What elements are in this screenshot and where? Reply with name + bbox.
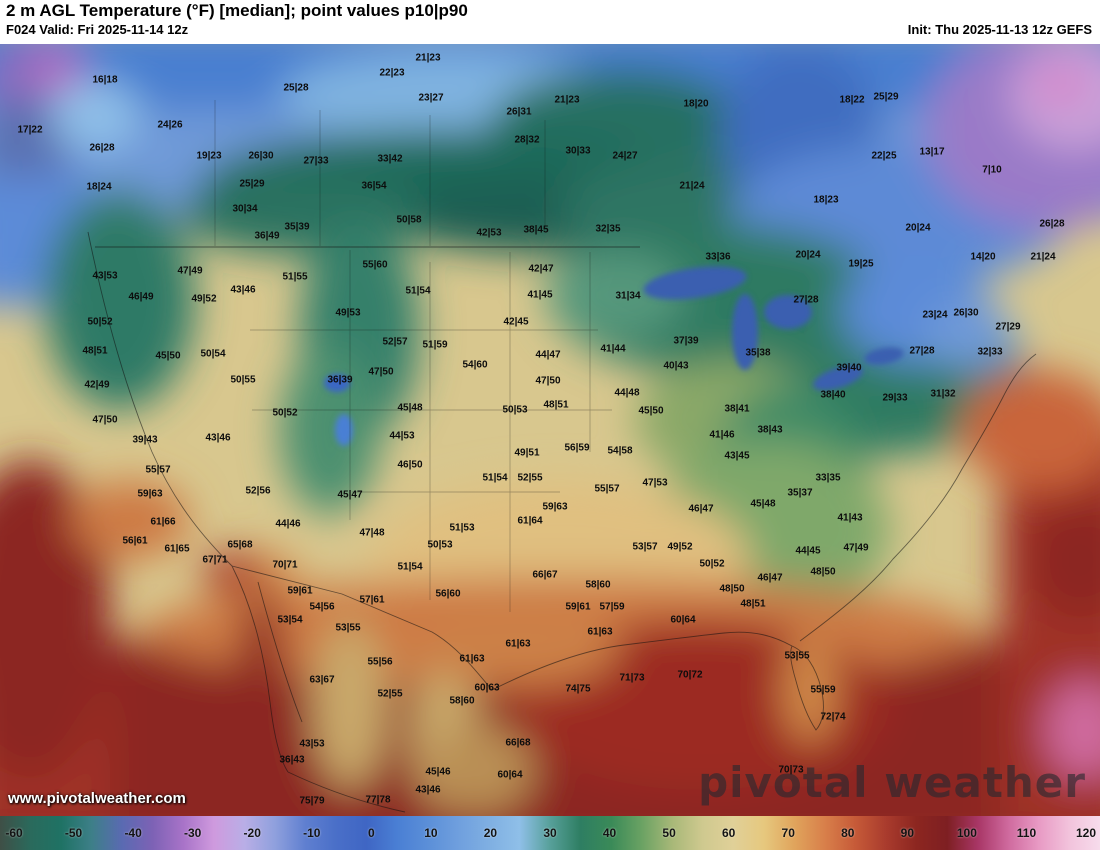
colorbar-tick-label: 120 bbox=[1075, 826, 1097, 840]
colorbar-tick-label: 0 bbox=[367, 826, 375, 840]
colorbar-ticks: -60 -50 -40 -30 -20 -10 0 10 20 30 40 50 60 70 80 90 100… bbox=[0, 816, 1100, 850]
lakes bbox=[324, 266, 904, 446]
colorbar-tick-label: -20 bbox=[243, 826, 261, 840]
temperature-shading bbox=[0, 20, 1100, 850]
title-bar: 2 m AGL Temperature (°F) [median]; point… bbox=[0, 0, 1100, 44]
colorbar-tick-label: -50 bbox=[64, 826, 83, 840]
colorbar-tick-label: 80 bbox=[841, 826, 855, 840]
brand-watermark: pivotal weather bbox=[698, 758, 1086, 807]
init-time-label: Init: Thu 2025-11-13 12z GEFS bbox=[907, 22, 1092, 37]
colorbar-tick-label: 90 bbox=[900, 826, 915, 840]
colorbar-tick-label: -60 bbox=[5, 826, 23, 840]
colorbar-tick-label: 20 bbox=[483, 826, 498, 840]
map-title: 2 m AGL Temperature (°F) [median]; point… bbox=[6, 1, 468, 20]
colorbar-tick-label: 30 bbox=[543, 826, 557, 840]
colorbar-tick-label: -30 bbox=[183, 826, 202, 840]
colorbar-tick-label: 100 bbox=[956, 826, 977, 840]
valid-time-label: F024 Valid: Fri 2025-11-14 12z bbox=[6, 22, 189, 37]
geo-borders bbox=[87, 231, 1037, 813]
colorbar-tick-label: 110 bbox=[1016, 826, 1037, 840]
colorbar-tick-label: 10 bbox=[424, 826, 438, 840]
colorbar-tick-label: 50 bbox=[662, 826, 676, 840]
colorbar-tick-label: 70 bbox=[781, 826, 795, 840]
colorbar: -60 -50 -40 -30 -20 -10 0 10 20 30 40 50 60 70 80 90 100… bbox=[0, 816, 1100, 850]
colorbar-tick-label: -10 bbox=[303, 826, 321, 840]
colorbar-gradient bbox=[0, 816, 1100, 850]
colorbar-tick-label: -40 bbox=[124, 826, 142, 840]
watermark-url: www.pivotalweather.com bbox=[8, 790, 186, 807]
colorbar-tick-label: 60 bbox=[721, 826, 736, 840]
colorbar-tick-label: 40 bbox=[602, 826, 617, 840]
state-borders bbox=[214, 100, 612, 612]
